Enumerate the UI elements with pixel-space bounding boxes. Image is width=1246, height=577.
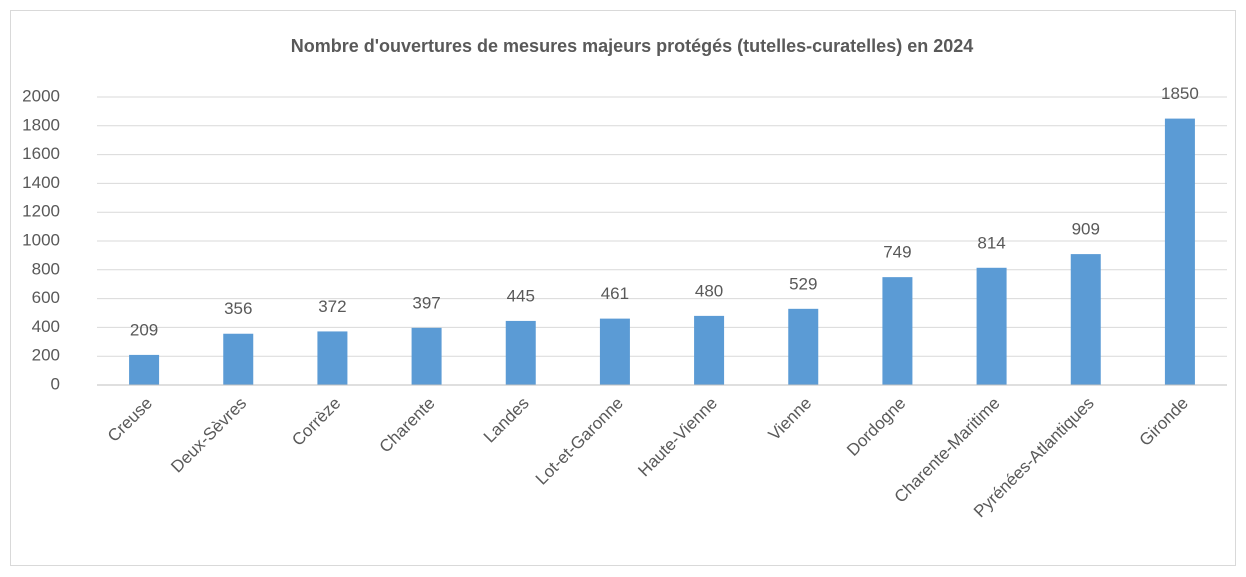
chart-border xyxy=(10,10,1236,566)
data-label: 814 xyxy=(977,233,1005,252)
y-tick-label: 1800 xyxy=(22,115,60,134)
bar xyxy=(882,277,913,385)
y-tick-label: 0 xyxy=(51,374,60,393)
bar xyxy=(694,315,725,385)
bar xyxy=(411,327,442,385)
y-tick-label: 400 xyxy=(32,317,60,336)
bar xyxy=(788,308,819,385)
y-tick-label: 1200 xyxy=(22,202,60,221)
y-tick-label: 2000 xyxy=(22,86,60,105)
y-tick-label: 200 xyxy=(32,346,60,365)
data-label: 749 xyxy=(883,243,911,262)
data-label: 480 xyxy=(695,281,723,300)
bar xyxy=(599,318,630,385)
data-label: 356 xyxy=(224,299,252,318)
data-label: 445 xyxy=(507,286,535,305)
y-tick-label: 800 xyxy=(32,259,60,278)
data-label: 461 xyxy=(601,284,629,303)
y-tick-label: 1600 xyxy=(22,144,60,163)
bar xyxy=(317,331,348,385)
data-label: 909 xyxy=(1072,220,1100,239)
bar xyxy=(1164,118,1195,385)
y-tick-label: 1000 xyxy=(22,230,60,249)
data-label: 209 xyxy=(130,320,158,339)
data-label: 372 xyxy=(318,297,346,316)
bar xyxy=(129,354,160,385)
data-label: 529 xyxy=(789,274,817,293)
bar xyxy=(223,333,254,385)
bar xyxy=(505,320,536,385)
data-label: 397 xyxy=(412,293,440,312)
chart-title: Nombre d'ouvertures de mesures majeurs p… xyxy=(291,36,974,56)
y-tick-label: 600 xyxy=(32,288,60,307)
bar xyxy=(976,267,1007,385)
bar xyxy=(1070,254,1101,385)
data-label: 1850 xyxy=(1161,84,1199,103)
y-tick-label: 1400 xyxy=(22,173,60,192)
